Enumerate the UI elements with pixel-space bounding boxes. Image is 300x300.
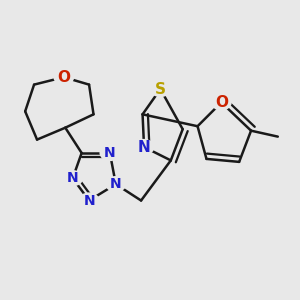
- Text: N: N: [138, 140, 150, 154]
- Ellipse shape: [134, 139, 154, 155]
- Ellipse shape: [62, 170, 83, 186]
- Text: N: N: [104, 146, 116, 160]
- Ellipse shape: [150, 81, 171, 97]
- Text: S: S: [155, 82, 166, 97]
- Text: N: N: [83, 194, 95, 208]
- Ellipse shape: [211, 94, 232, 111]
- Ellipse shape: [79, 192, 100, 209]
- Ellipse shape: [53, 69, 74, 85]
- Ellipse shape: [100, 145, 120, 161]
- Text: O: O: [215, 95, 228, 110]
- Text: O: O: [57, 70, 70, 85]
- Text: N: N: [67, 171, 79, 185]
- Ellipse shape: [105, 176, 126, 192]
- Text: N: N: [110, 177, 122, 191]
